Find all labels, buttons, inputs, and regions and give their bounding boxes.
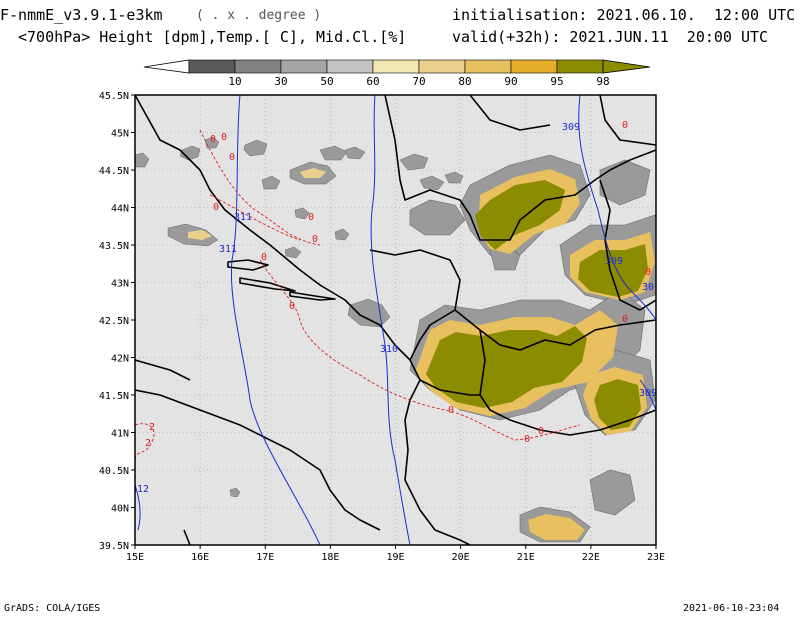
lon-label: 15E — [126, 552, 144, 563]
temperature-contour-label: 0 — [261, 252, 267, 263]
lat-label: 41.5N — [99, 391, 129, 402]
temperature-contour-label: 0 — [622, 120, 628, 131]
lon-label: 20E — [452, 552, 470, 563]
colorbar-right-arrow — [602, 59, 651, 74]
colorbar-label: 95 — [550, 75, 563, 88]
temperature-contour-label: 0 — [229, 152, 235, 163]
footer-timestamp: 2021-06-10-23:04 — [683, 603, 780, 614]
lat-label: 45N — [111, 129, 129, 140]
height-contour-label: 312 — [131, 484, 149, 495]
colorbar-cell — [556, 59, 604, 74]
lat-label: 42N — [111, 354, 129, 365]
temperature-contour-label: 0 — [448, 405, 454, 416]
lat-label: 45.5N — [99, 91, 129, 102]
lat-label: 43.5N — [99, 241, 129, 252]
colorbar-label: 30 — [274, 75, 287, 88]
height-contour-label: 311 — [219, 244, 237, 255]
height-contour-label: 310 — [380, 344, 398, 355]
colorbar-label: 98 — [596, 75, 609, 88]
height-contour-label: 309 — [639, 388, 657, 399]
height-contour-label: 30 — [642, 282, 654, 293]
colorbar-cell — [326, 59, 374, 74]
colorbar-cell — [372, 59, 420, 74]
colorbar-label: 90 — [504, 75, 517, 88]
temperature-contour-label: 0 — [213, 202, 219, 213]
lon-label: 16E — [191, 552, 209, 563]
temperature-contour-label: 0 — [645, 267, 651, 278]
fields-title: <700hPa> Height [dpm],Temp.[ C], Mid.Cl.… — [18, 28, 407, 46]
colorbar-label: 10 — [228, 75, 241, 88]
temperature-contour-label: 2 — [145, 438, 151, 449]
lat-label: 43N — [111, 279, 129, 290]
lon-label: 17E — [256, 552, 274, 563]
lat-label: 40N — [111, 504, 129, 515]
lon-label: 23E — [647, 552, 665, 563]
init-time: initialisation: 2021.06.10. 12:00 UTC — [452, 6, 796, 24]
footer-credit: GrADS: COLA/IGES — [4, 603, 101, 614]
colorbar-cell — [418, 59, 466, 74]
colorbar-label: 70 — [412, 75, 425, 88]
colorbar-left-arrow — [143, 59, 190, 74]
temperature-contour-label: 0 — [524, 434, 530, 445]
temperature-contour-label: 0 — [538, 426, 544, 437]
temperature-contour-label: 0 — [289, 301, 295, 312]
lon-label: 22E — [582, 552, 600, 563]
lat-label: 42.5N — [99, 316, 129, 327]
height-contour-label: 309 — [605, 256, 623, 267]
temperature-contour-label: 0 — [221, 132, 227, 143]
cloud-cover — [135, 136, 656, 543]
model-title: F-nmmE_v3.9.1-e3km — [0, 6, 163, 24]
lon-label: 18E — [321, 552, 339, 563]
temperature-contour-label: 0 — [210, 134, 216, 145]
colorbar-cell — [510, 59, 558, 74]
temperature-contour-label: 2 — [149, 422, 155, 433]
valid-time: valid(+32h): 2021.JUN.11 20:00 UTC — [452, 28, 769, 46]
height-contour-label: 311 — [234, 212, 252, 223]
lat-label: 41N — [111, 429, 129, 440]
temperature-contour-label: 0 — [308, 212, 314, 223]
colorbar: 10 30 50 60 70 80 90 95 98 — [143, 59, 651, 88]
lon-label: 19E — [386, 552, 404, 563]
lat-label: 44N — [111, 204, 129, 215]
colorbar-cell — [280, 59, 328, 74]
coastlines-borders — [135, 95, 656, 545]
colorbar-label: 60 — [366, 75, 379, 88]
temperature-contour-label: 0 — [312, 234, 318, 245]
colorbar-cell — [188, 59, 236, 74]
height-contour-label: 309 — [562, 122, 580, 133]
lat-label: 40.5N — [99, 466, 129, 477]
temperature-contour-label: 0 — [622, 314, 628, 325]
height-contours — [135, 95, 656, 545]
colorbar-label: 50 — [320, 75, 333, 88]
colorbar-label: 80 — [458, 75, 471, 88]
colorbar-cell — [234, 59, 282, 74]
grid-resolution: ( . x . degree ) — [196, 8, 322, 23]
lat-label: 39.5N — [99, 541, 129, 552]
colorbar-cell — [464, 59, 512, 74]
temperature-contours — [135, 129, 581, 461]
lat-label: 44.5N — [99, 166, 129, 177]
lon-label: 21E — [517, 552, 535, 563]
